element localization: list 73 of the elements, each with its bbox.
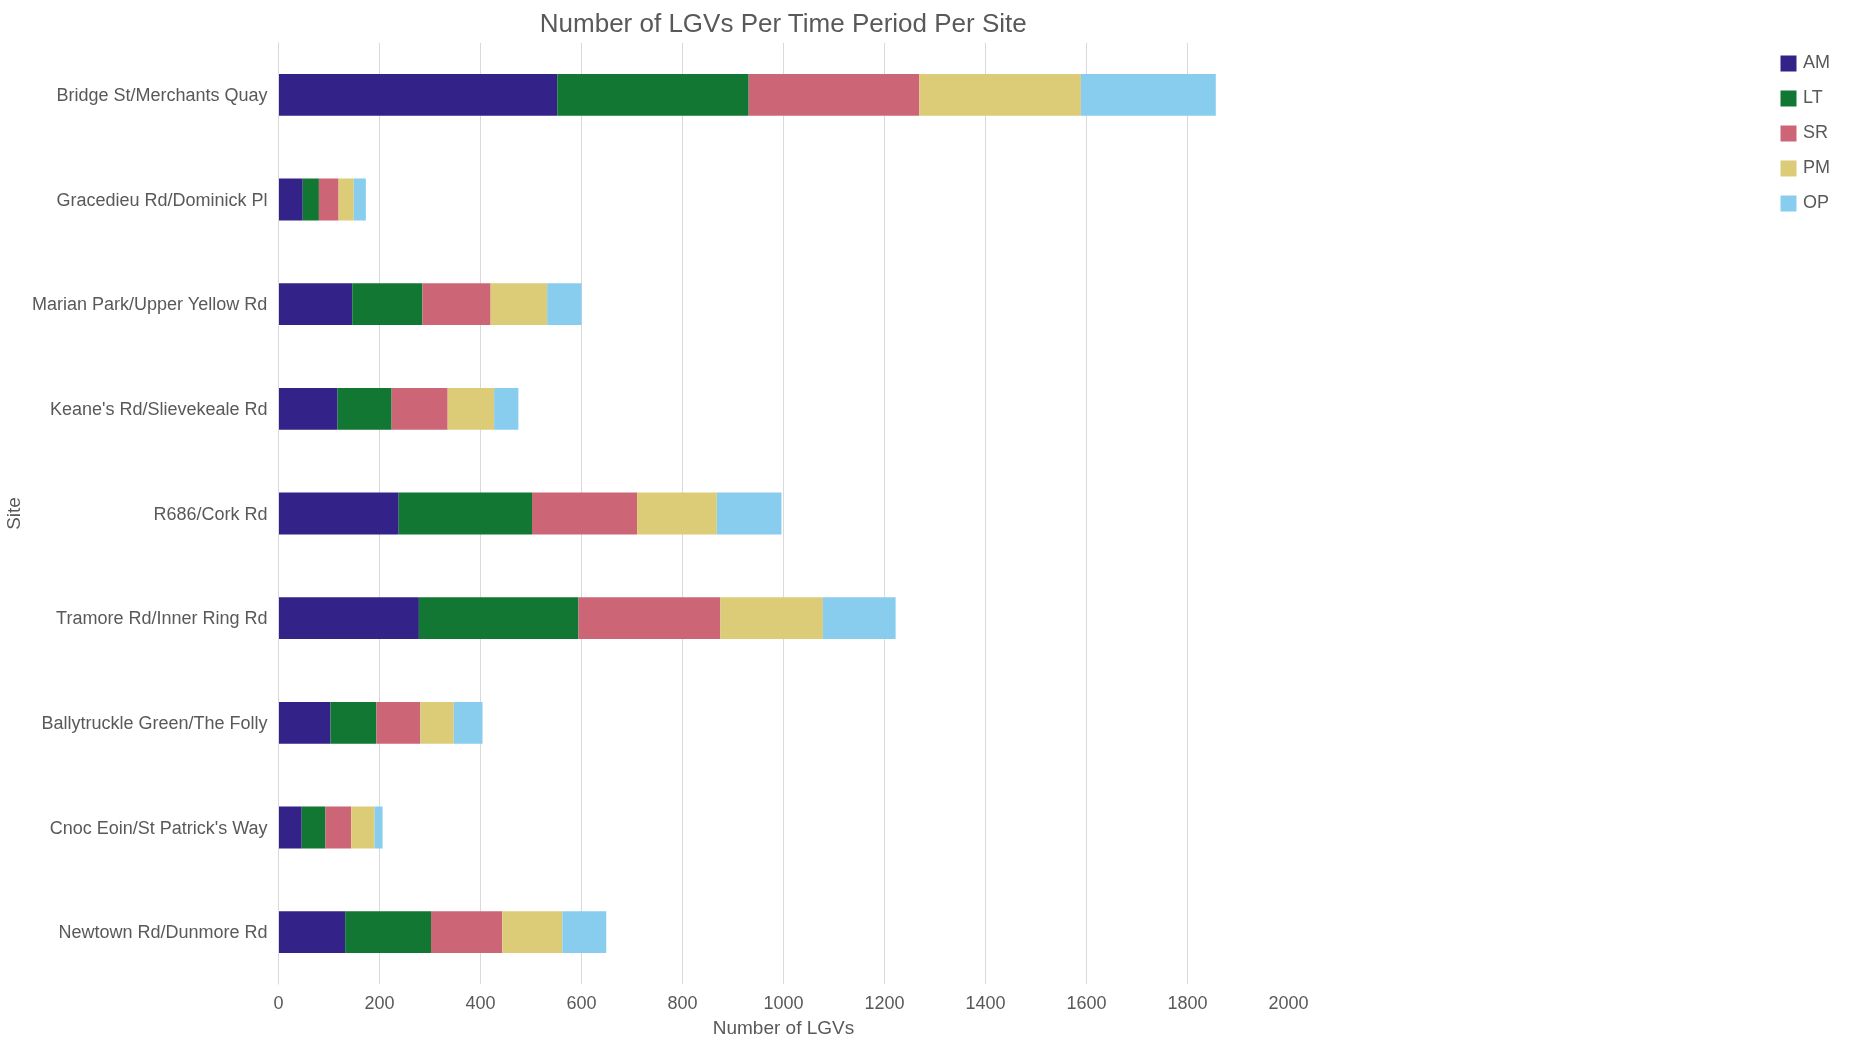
x-tick-label: 400 (465, 992, 496, 1013)
bar (301, 806, 326, 849)
bar (318, 178, 339, 221)
x-tick-label: 2000 (1268, 992, 1309, 1013)
bar (420, 701, 454, 744)
x-tick-label: 1000 (763, 992, 804, 1013)
bar (325, 806, 352, 849)
bar (278, 597, 419, 640)
y-axis-title: Site (3, 497, 25, 530)
legend-label: PM (1803, 157, 1830, 178)
bar (557, 73, 749, 116)
bar (490, 283, 548, 326)
legend-label: LT (1803, 87, 1823, 108)
x-tick-label: 600 (566, 992, 597, 1013)
y-tick-label: Tramore Rd/Inner Ring Rd (56, 608, 268, 629)
chart-title: Number of LGVs Per Time Period Per Site (539, 7, 1027, 38)
y-tick-label: Bridge St/Merchants Quay (56, 84, 268, 105)
bar (502, 911, 563, 954)
bar (353, 178, 366, 221)
bar (302, 178, 319, 221)
bar (278, 283, 353, 326)
bar (278, 911, 346, 954)
bar (351, 806, 375, 849)
bar (278, 73, 558, 116)
y-tick-label: R686/Cork Rd (153, 503, 268, 524)
bar (919, 73, 1081, 116)
x-axis-title: Number of LGVs (712, 1016, 855, 1038)
bar (748, 73, 920, 116)
bar (345, 911, 432, 954)
bar (532, 492, 638, 535)
bar (391, 387, 448, 430)
bar (376, 701, 421, 744)
bar (431, 911, 503, 954)
legend-label: AM (1803, 52, 1830, 73)
x-tick-label: 1400 (965, 992, 1006, 1013)
bar (374, 806, 383, 849)
y-tick-label: Gracedieu Rd/Dominick Pl (56, 189, 268, 210)
y-tick-label: Keane's Rd/Slievekeale Rd (49, 398, 268, 419)
x-tick-label: 0 (273, 992, 284, 1013)
bar (398, 492, 533, 535)
bar (278, 492, 399, 535)
bar (453, 701, 483, 744)
bar (338, 178, 354, 221)
bar (494, 387, 519, 430)
y-tick-label: Cnoc Eoin/St Patrick's Way (49, 817, 268, 838)
x-tick-label: 800 (667, 992, 698, 1013)
bar (278, 387, 338, 430)
bar (278, 178, 303, 221)
legend-label: SR (1803, 122, 1829, 143)
x-tick-label: 1800 (1167, 992, 1208, 1013)
bar (352, 283, 423, 326)
bar (1080, 73, 1216, 116)
x-tick-label: 200 (364, 992, 395, 1013)
bar (822, 597, 896, 640)
bar (716, 492, 782, 535)
y-tick-label: Marian Park/Upper Yellow Rd (32, 294, 268, 315)
bar (278, 701, 331, 744)
bar (637, 492, 717, 535)
bar (418, 597, 579, 640)
bar (422, 283, 491, 326)
bar (278, 806, 302, 849)
legend-label: OP (1803, 192, 1830, 213)
bar (447, 387, 495, 430)
y-tick-label: Newtown Rd/Dunmore Rd (58, 922, 268, 943)
bar (720, 597, 823, 640)
bar (562, 911, 607, 954)
bar (337, 387, 392, 430)
y-tick-label: Ballytruckle Green/The Folly (41, 712, 268, 733)
bar (330, 701, 377, 744)
bar (578, 597, 721, 640)
x-tick-label: 1200 (864, 992, 905, 1013)
bar (547, 283, 582, 326)
x-tick-label: 1600 (1066, 992, 1107, 1013)
